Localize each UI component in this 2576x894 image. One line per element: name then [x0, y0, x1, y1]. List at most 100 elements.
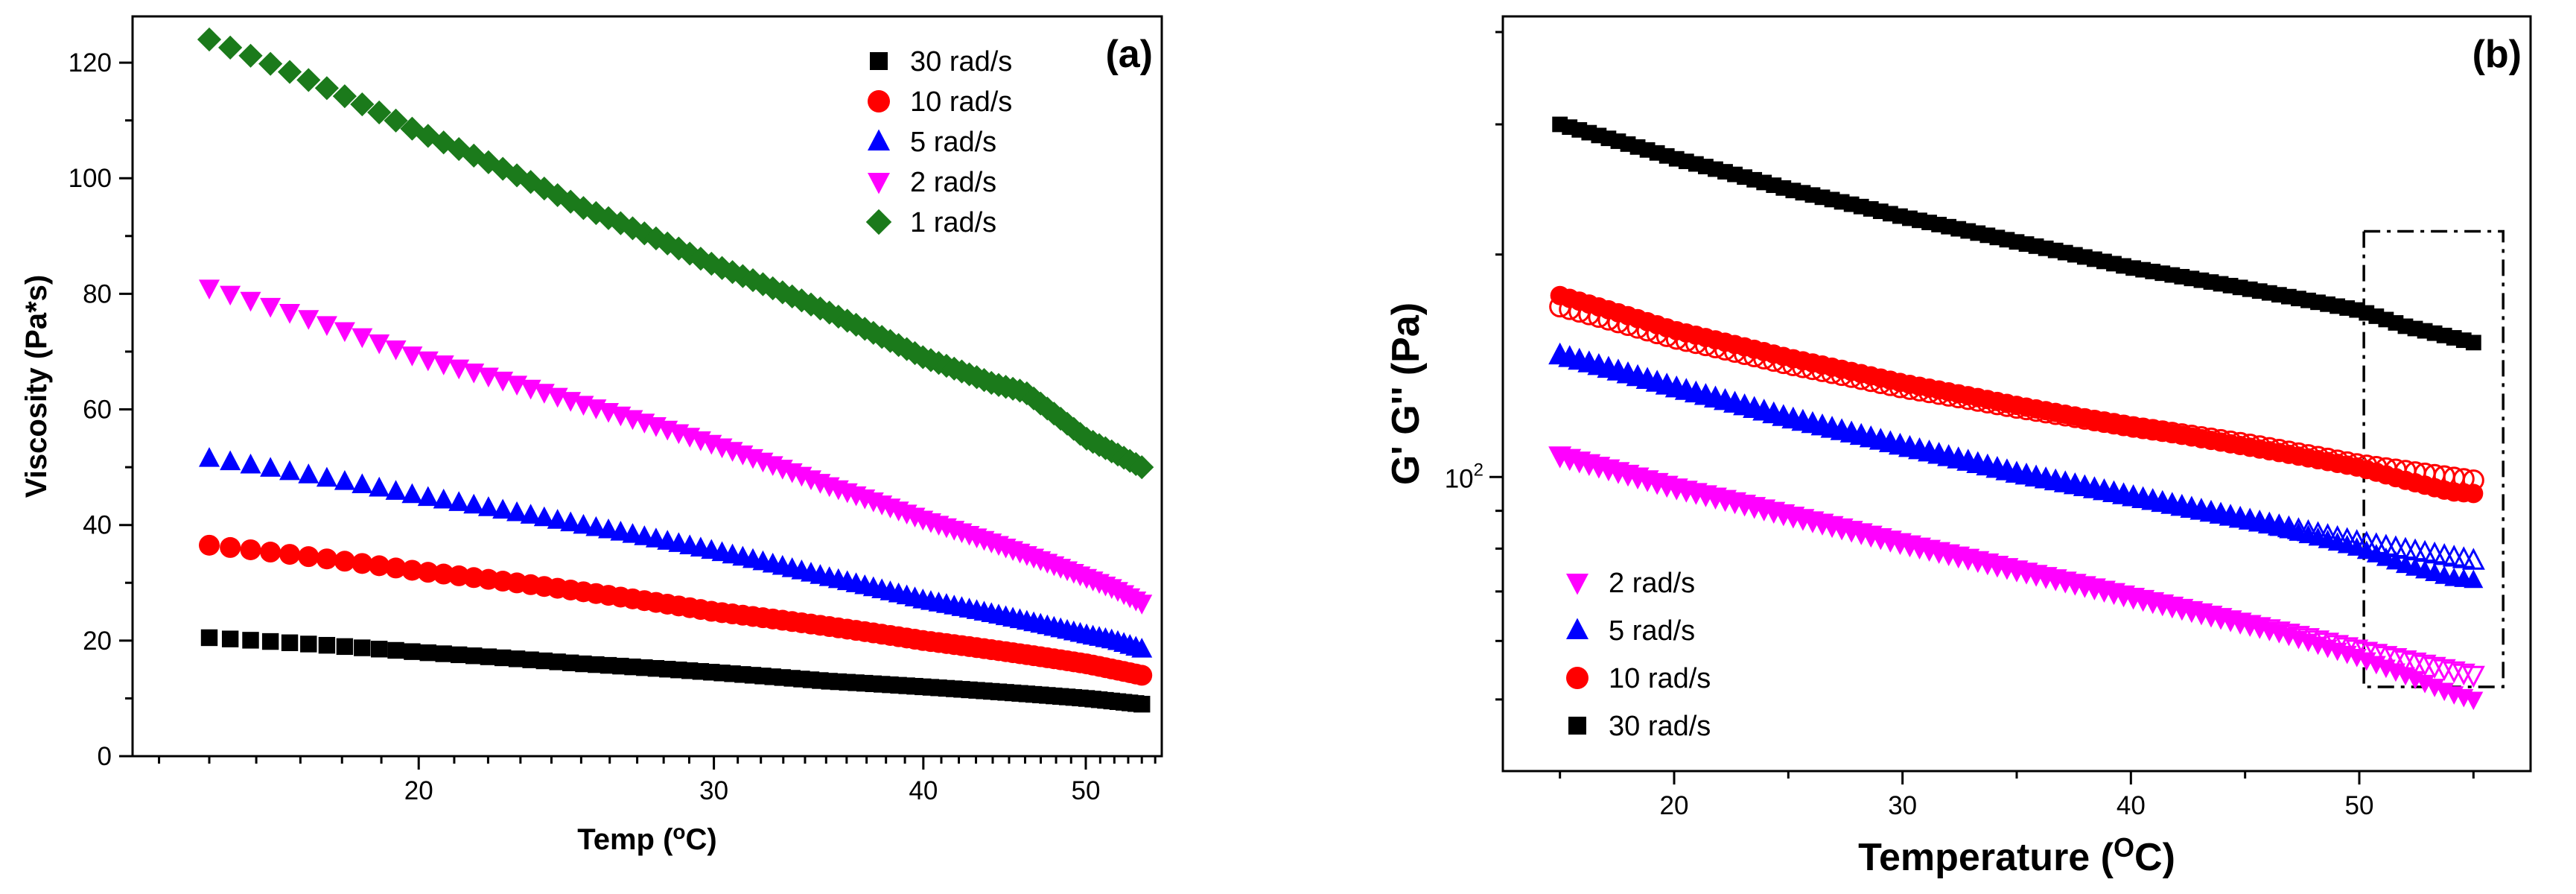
series-1-rad-s: [197, 27, 1154, 480]
data-point: [352, 473, 373, 494]
legend-label: 1 rad/s: [910, 207, 996, 238]
data-point: [520, 504, 541, 524]
data-point: [433, 563, 454, 585]
data-point: [387, 641, 404, 659]
legend-label: 10 rad/s: [1609, 663, 1711, 694]
data-point: [221, 630, 239, 647]
legend-marker: [870, 52, 888, 70]
data-point: [688, 247, 713, 271]
data-point: [608, 211, 633, 235]
data-point: [240, 539, 261, 560]
data-point: [573, 513, 594, 534]
data-point: [585, 516, 607, 536]
data-point: [334, 470, 355, 490]
data-point: [369, 334, 390, 355]
data-point: [435, 645, 452, 662]
data-point: [197, 27, 222, 52]
data-point: [448, 491, 470, 511]
data-point: [384, 108, 408, 133]
data-point: [316, 316, 337, 336]
data-point: [200, 629, 218, 647]
data-point: [370, 641, 388, 658]
data-point: [518, 170, 543, 194]
panel-label: (a): [1105, 33, 1153, 76]
legend: 2 rad/s 5 rad/s 10 rad/s 30 rad/s: [1566, 568, 1711, 742]
y-tick-label: 20: [83, 627, 112, 656]
legend: 30 rad/s 10 rad/s 5 rad/s 2 rad/s 1 rad/s: [865, 46, 1012, 238]
data-point: [350, 92, 375, 117]
data-point: [279, 304, 301, 324]
data-point: [532, 176, 556, 201]
series-2-rad-s: [198, 279, 1153, 615]
data-point: [2464, 569, 2484, 589]
y-tick-label: 120: [69, 48, 112, 77]
data-point: [433, 488, 454, 509]
data-point: [218, 35, 243, 60]
legend-marker: [868, 129, 890, 150]
data-point: [465, 647, 483, 665]
data-point: [334, 551, 355, 572]
y-tick-label: 80: [83, 279, 112, 308]
legend-label: 2 rad/s: [1609, 568, 1695, 599]
series-5-rad-s: [198, 447, 1153, 658]
data-point: [238, 43, 263, 68]
data-point: [220, 285, 241, 306]
series-10-rad-s: [198, 534, 1153, 686]
data-point: [508, 650, 526, 668]
y-tick-label: 0: [98, 742, 112, 771]
data-point: [447, 136, 471, 162]
data-point: [450, 646, 468, 664]
data-point: [260, 457, 282, 477]
data-point: [385, 557, 407, 579]
highlight-region-box: [2362, 229, 2505, 688]
data-point: [740, 267, 766, 293]
data-point: [417, 351, 439, 372]
data-point: [419, 644, 436, 662]
data-point: [1131, 665, 1153, 686]
data-point: [2465, 335, 2481, 351]
data-point: [2464, 484, 2484, 504]
data-point: [298, 463, 319, 484]
data-point: [277, 60, 302, 84]
data-point: [1131, 638, 1153, 658]
panel-b-modulus-chart: 20 30 40 50 102 Temperature (OC) G' G'' (Pa) (b…: [1384, 15, 2532, 879]
legend-marker: [1566, 574, 1588, 595]
data-point: [610, 521, 632, 541]
data-point: [575, 655, 592, 673]
data-point: [632, 221, 657, 246]
x-axis-title: Temp (oC): [577, 820, 716, 856]
data-point: [522, 651, 539, 668]
data-point: [352, 553, 373, 574]
legend-label: 30 rad/s: [1609, 711, 1711, 742]
data-point: [369, 476, 390, 497]
data-point: [760, 276, 785, 301]
data-point: [318, 636, 336, 654]
series-30-rad-s: [1552, 116, 2481, 351]
data-point: [198, 279, 220, 300]
data-point: [1131, 595, 1153, 615]
data-point: [298, 546, 319, 568]
data-point: [2461, 548, 2485, 570]
x-tick-label: 20: [404, 776, 433, 805]
legend-label: 5 rad/s: [1609, 615, 1695, 647]
data-point: [417, 562, 439, 583]
data-point: [494, 649, 512, 667]
data-point: [492, 498, 514, 519]
data-point: [240, 453, 261, 474]
data-point: [279, 544, 301, 565]
data-point: [279, 460, 301, 481]
legend-label: 5 rad/s: [910, 127, 996, 158]
data-point: [354, 639, 371, 656]
series-30-rad-s: [200, 629, 1151, 713]
data-point: [198, 447, 220, 467]
data-point: [448, 359, 470, 380]
data-point: [258, 51, 283, 76]
data-point: [835, 308, 859, 333]
data-point: [710, 256, 734, 280]
data-point: [2464, 691, 2484, 711]
data-point: [401, 346, 423, 367]
data-point: [535, 652, 553, 670]
panel-a-viscosity-chart: 20 30 40 50 0 20 40 60 80 100 120 Temp (oC) Viscosit…: [20, 15, 1163, 856]
data-point: [477, 496, 499, 516]
data-point: [417, 486, 439, 507]
